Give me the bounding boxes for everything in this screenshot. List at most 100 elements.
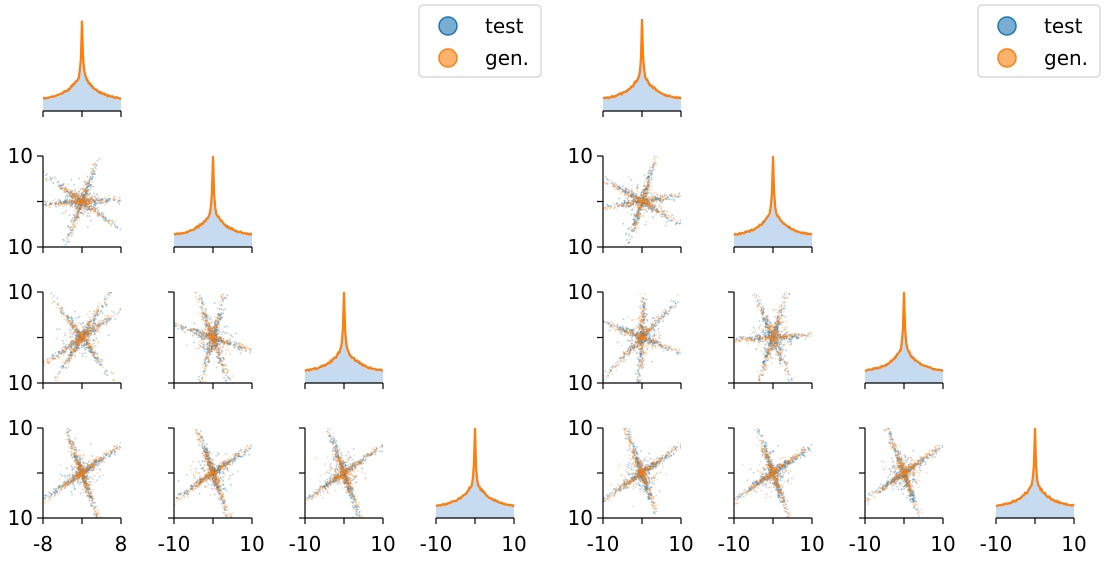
gen-scatter (603, 156, 681, 246)
diagonal-panel (304, 291, 384, 389)
y-tick-label: 10 (568, 371, 593, 395)
x-tick-label: -10 (849, 532, 882, 556)
gen-legend-marker (438, 48, 458, 68)
test-scatter (43, 428, 121, 518)
test-legend-label: test (1044, 14, 1083, 38)
scatter-points (43, 428, 121, 518)
scatter-points (603, 428, 681, 515)
gen-histogram-line (435, 427, 515, 508)
scatter-panel (168, 427, 253, 524)
gen-scatter (734, 428, 810, 518)
diagonal-panel (995, 427, 1075, 524)
x-tick-label: 10 (668, 532, 693, 556)
y-tick-label: 10 (8, 235, 33, 259)
x-tick-label: 10 (239, 532, 264, 556)
scatter-points (734, 292, 812, 383)
gen-scatter (174, 428, 252, 518)
x-tick-label: -10 (980, 532, 1013, 556)
gen-scatter (603, 428, 681, 513)
x-tick-label: 10 (370, 532, 395, 556)
gen-legend-marker (997, 48, 1017, 68)
diagonal-panel (602, 18, 682, 117)
scatter-panel (37, 427, 122, 524)
scatter-points (603, 156, 681, 247)
gen-histogram-line (304, 291, 384, 373)
x-tick-label: -10 (718, 532, 751, 556)
legend: test gen. (977, 4, 1101, 78)
x-tick-label: 10 (501, 532, 526, 556)
test-scatter (865, 428, 943, 518)
test-histogram-fill (603, 19, 681, 111)
x-tick-label: -10 (420, 532, 453, 556)
test-legend-label: test (485, 14, 524, 38)
diagonal-panel (864, 291, 944, 389)
scatter-panel (728, 291, 813, 389)
diagonal-panel (733, 155, 813, 253)
test-histogram-fill (996, 428, 1074, 518)
gen-histogram-line (173, 155, 253, 236)
x-tick-label: -10 (158, 532, 191, 556)
test-scatter (43, 158, 121, 246)
x-tick-label: -8 (33, 532, 53, 556)
scatter-panel (728, 427, 813, 524)
gen-scatter (603, 293, 681, 383)
test-scatter (603, 297, 681, 383)
gen-scatter (734, 292, 812, 383)
test-legend-marker (997, 16, 1017, 36)
x-tick-label: 10 (1061, 532, 1086, 556)
x-tick-label: 10 (799, 532, 824, 556)
gen-scatter (865, 428, 943, 514)
test-histogram-fill (43, 21, 121, 112)
gen-legend-label: gen. (485, 46, 529, 70)
scatter-panel (37, 291, 122, 389)
scatter-points (603, 293, 681, 383)
gen-scatter (43, 157, 121, 243)
x-tick-label: 8 (115, 532, 128, 556)
scatter-panel (597, 291, 682, 389)
scatter-points (174, 292, 252, 383)
scatter-points (305, 428, 383, 518)
x-tick-label: 10 (930, 532, 955, 556)
y-tick-label: 10 (8, 506, 33, 530)
scatter-points (43, 292, 121, 383)
scatter-panel (168, 291, 253, 389)
test-histogram-fill (305, 292, 383, 383)
test-scatter (603, 428, 681, 515)
test-scatter (174, 294, 252, 383)
x-tick-label: -10 (587, 532, 620, 556)
gen-legend-label: gen. (1044, 46, 1088, 70)
test-histogram-fill (174, 156, 252, 247)
diagonal-panel (42, 20, 122, 117)
test-scatter (734, 293, 811, 383)
scatter-points (865, 428, 943, 518)
legend: test gen. (418, 4, 542, 78)
test-histogram-fill (734, 157, 812, 247)
test-histogram-fill (865, 292, 943, 383)
diagonal-panel (173, 155, 253, 253)
diagonal-panel (435, 427, 515, 524)
test-scatter (47, 292, 121, 379)
gen-histogram-line (864, 291, 944, 372)
gen-scatter (305, 428, 383, 518)
y-tick-label: 10 (568, 235, 593, 259)
y-tick-label: 10 (568, 416, 593, 440)
gen-histogram-line (42, 20, 122, 100)
gen-scatter (175, 292, 252, 383)
test-histogram-fill (436, 428, 514, 518)
test-scatter (175, 429, 252, 518)
test-legend-marker (438, 16, 458, 36)
test-scatter (734, 428, 812, 518)
test-scatter (305, 428, 383, 518)
gen-histogram-line (733, 155, 813, 236)
x-tick-label: -10 (289, 532, 322, 556)
test-scatter (603, 156, 681, 247)
y-tick-label: 10 (8, 144, 33, 168)
y-tick-label: 10 (568, 280, 593, 304)
gen-histogram-line (602, 19, 682, 100)
y-tick-label: 10 (568, 506, 593, 530)
scatter-points (174, 428, 252, 518)
y-tick-label: 10 (8, 280, 33, 304)
gen-histogram-line (995, 427, 1075, 508)
